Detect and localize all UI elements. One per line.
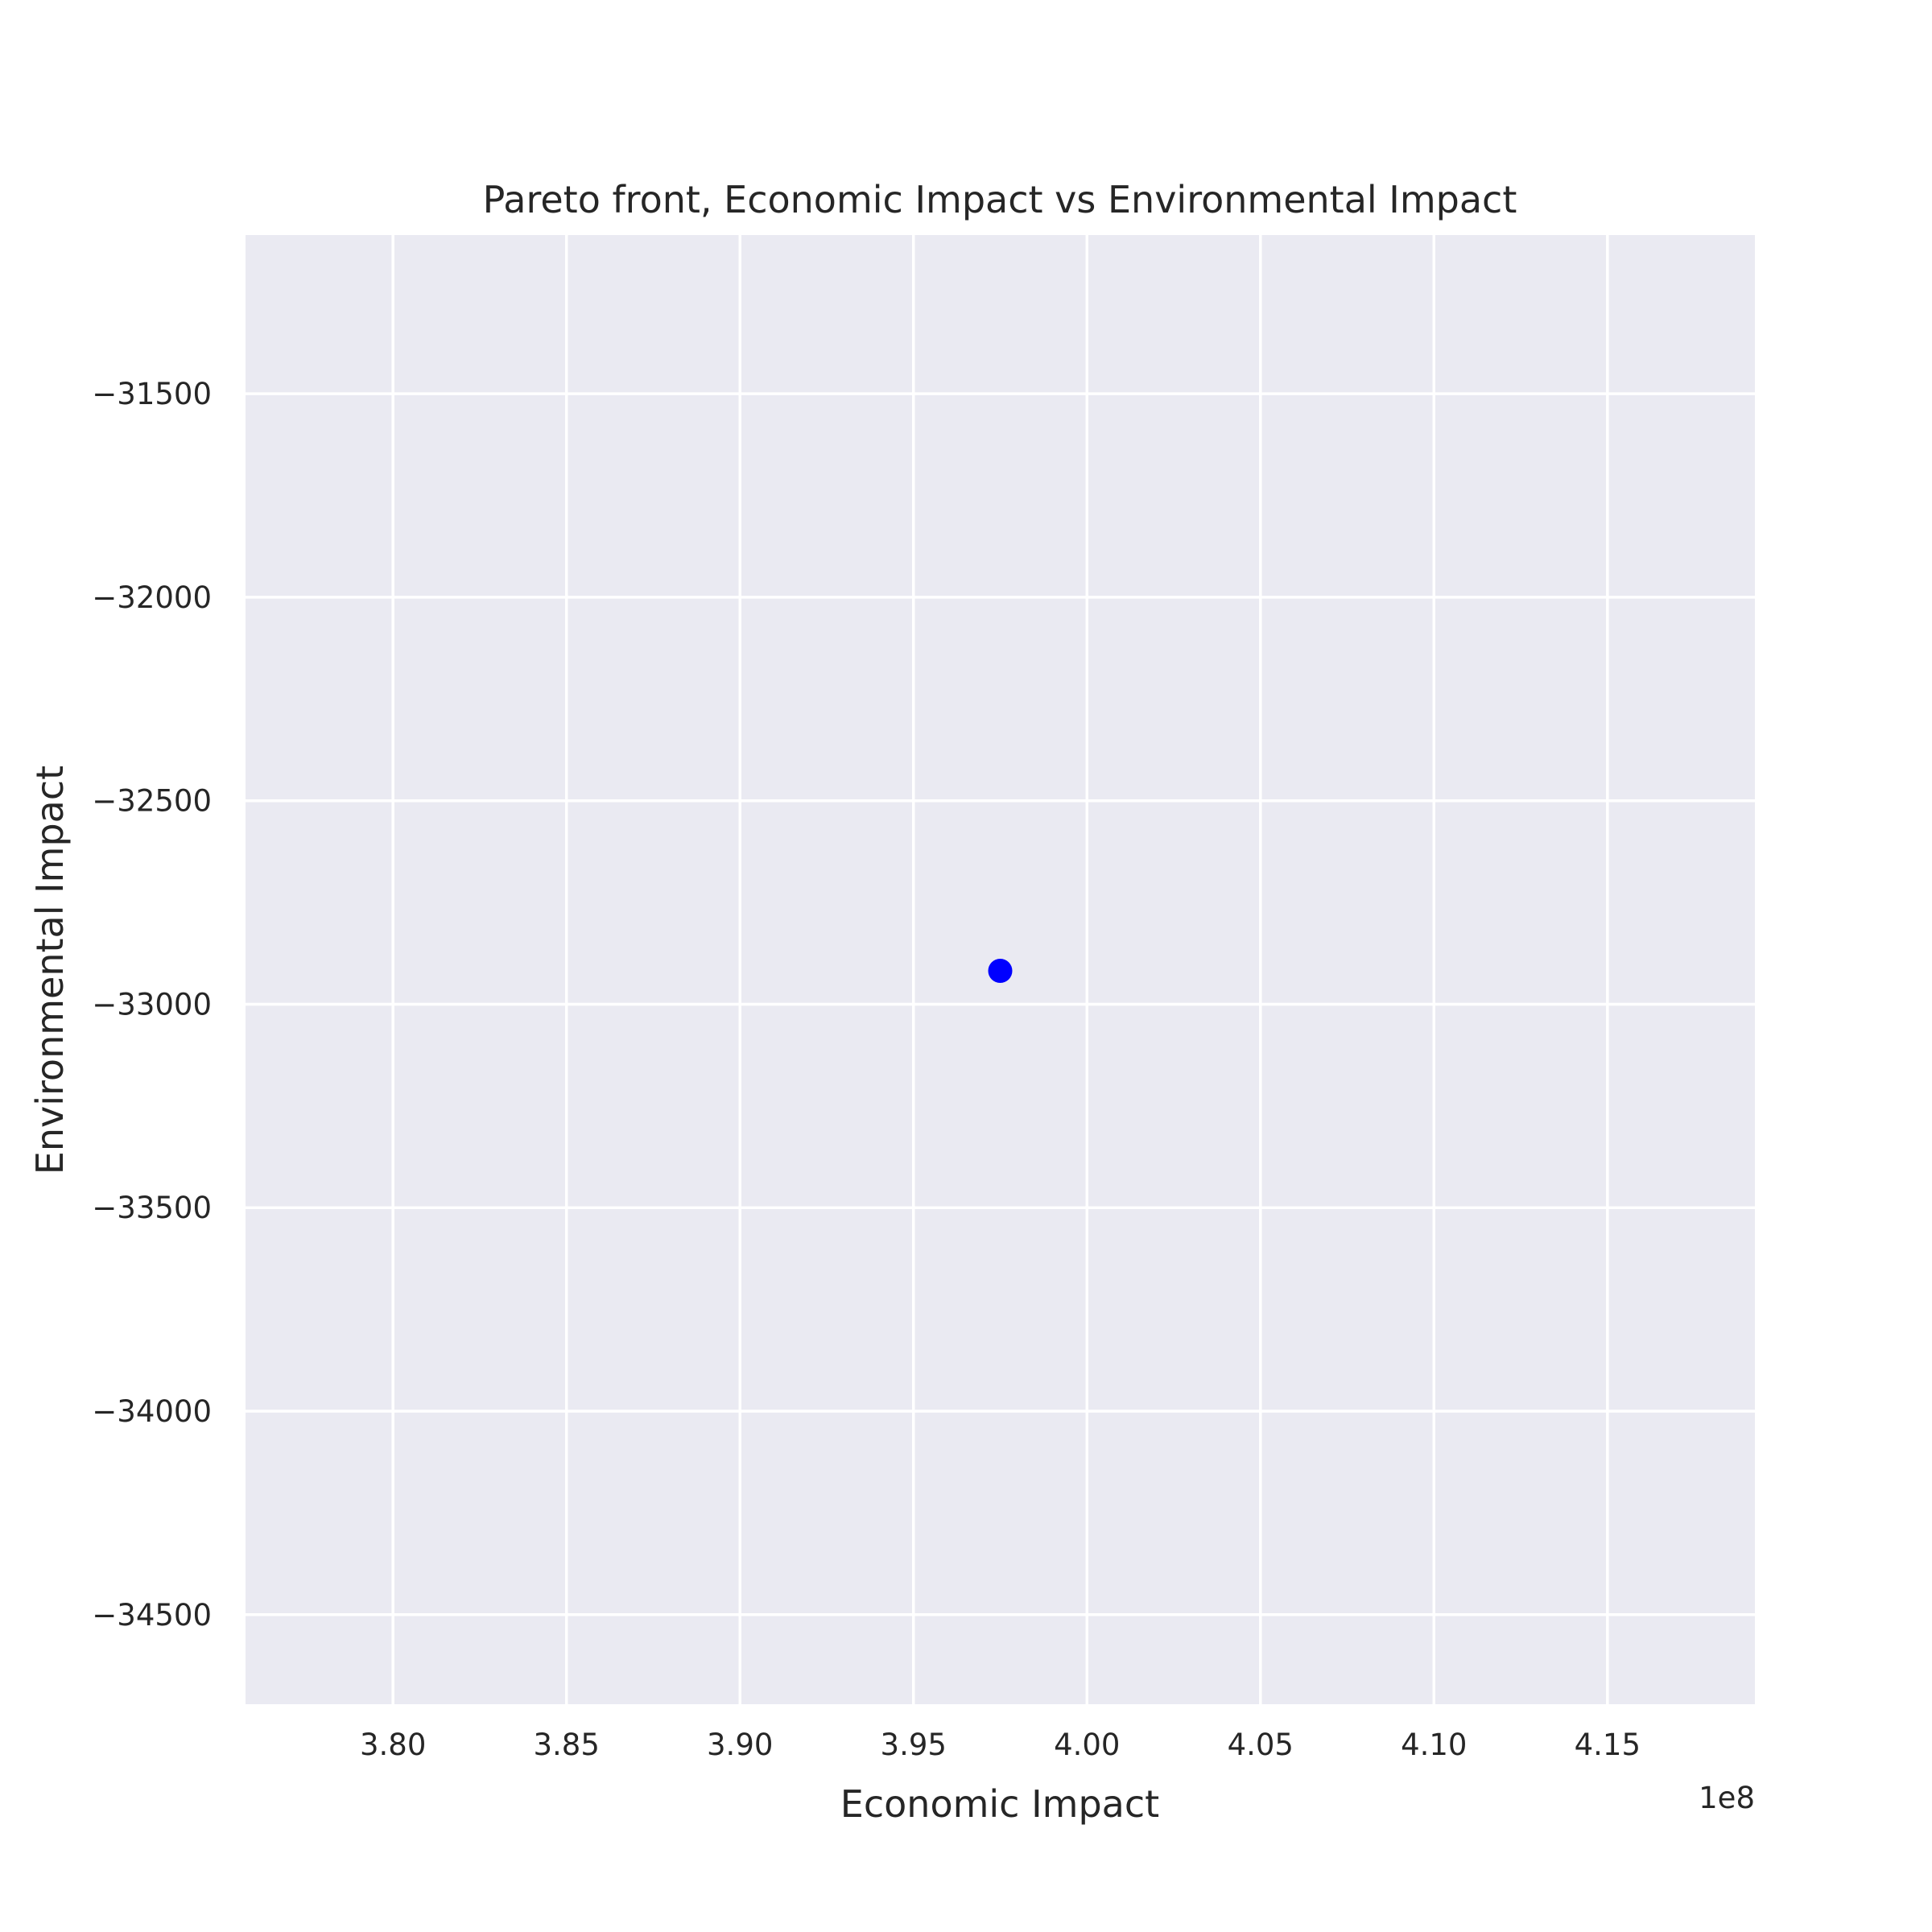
y-axis-ticks: −31500 −32000 −32500 −33000 −33500 −34000 −345… xyxy=(92,377,212,1633)
x-tick-label: 3.85 xyxy=(534,1728,600,1762)
chart-title: Pareto front, Economic Impact vs Environ… xyxy=(483,178,1517,221)
x-axis-ticks: 3.80 3.85 3.90 3.95 4.00 4.05 4.10 4.15 xyxy=(360,1728,1641,1762)
x-grid-lines xyxy=(391,235,1609,1704)
data-point xyxy=(988,959,1013,984)
x-tick-label: 3.90 xyxy=(707,1728,773,1762)
y-tick-label: −33500 xyxy=(92,1191,212,1225)
y-tick-label: −31500 xyxy=(92,377,212,411)
y-tick-label: −32000 xyxy=(92,580,212,615)
y-tick-label: −34500 xyxy=(92,1598,212,1633)
y-tick-label: −32500 xyxy=(92,784,212,819)
x-tick-label: 4.15 xyxy=(1575,1728,1641,1762)
x-axis-offset-label: 1e8 xyxy=(1699,1781,1755,1815)
x-tick-label: 3.80 xyxy=(360,1728,426,1762)
x-tick-label: 4.00 xyxy=(1054,1728,1120,1762)
y-tick-label: −33000 xyxy=(92,987,212,1022)
y-axis-label: Environmental Impact xyxy=(28,766,72,1174)
x-tick-label: 3.95 xyxy=(881,1728,947,1762)
x-tick-label: 4.10 xyxy=(1401,1728,1467,1762)
x-tick-label: 4.05 xyxy=(1228,1728,1294,1762)
x-axis-label: Economic Impact xyxy=(840,1782,1159,1826)
scatter-points xyxy=(988,959,1013,984)
y-grid-lines xyxy=(246,392,1755,1616)
y-tick-label: −34000 xyxy=(92,1394,212,1429)
